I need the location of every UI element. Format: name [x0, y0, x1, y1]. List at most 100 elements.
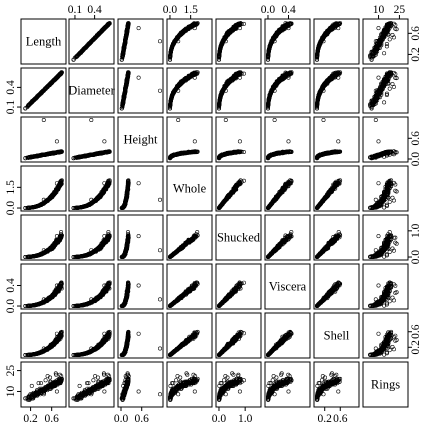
data-point	[95, 33, 100, 38]
panel-height-vs-shucked	[215, 116, 262, 163]
data-point	[376, 26, 381, 31]
data-point	[223, 39, 228, 44]
data-point	[169, 47, 174, 52]
data-point	[184, 27, 189, 32]
panel-diameter-vs-rings	[362, 67, 409, 114]
data-point	[231, 27, 236, 32]
data-point	[382, 51, 387, 56]
panel-frame	[20, 18, 67, 65]
panel-length-vs-whole	[166, 18, 213, 65]
panel-frame	[215, 18, 262, 65]
data-point	[190, 23, 195, 28]
panel-length-vs-length: Length	[20, 18, 67, 65]
data-point	[54, 139, 59, 144]
panel-length-vs-shell	[313, 18, 360, 65]
data-point	[41, 118, 46, 123]
data-point	[238, 21, 243, 26]
panel-diameter-vs-shucked	[215, 67, 262, 114]
panel-frame	[68, 18, 115, 65]
data-point	[74, 55, 79, 60]
data-point	[126, 21, 131, 26]
data-point	[125, 23, 130, 28]
panel-diameter-vs-shell	[313, 67, 360, 114]
data-point	[123, 37, 128, 42]
panel-frame	[264, 18, 311, 65]
data-point	[81, 47, 86, 52]
panel-diameter-vs-viscera	[264, 67, 311, 114]
data-point	[225, 31, 230, 36]
data-point	[183, 28, 188, 33]
data-point	[390, 82, 395, 87]
data-point	[158, 39, 163, 44]
data-point	[125, 27, 130, 32]
data-point	[178, 31, 183, 36]
matrix-panels: LengthDiameterHeightWholeShuckedVisceraS…	[20, 18, 409, 408]
data-point	[120, 55, 125, 60]
data-point	[192, 21, 197, 26]
panel-height-vs-viscera	[264, 116, 311, 163]
variable-label: Height	[123, 133, 158, 147]
data-point	[376, 75, 381, 80]
data-point	[387, 86, 392, 91]
data-point	[168, 52, 173, 57]
data-point	[225, 32, 230, 37]
data-point	[237, 26, 242, 31]
variable-label: Length	[26, 35, 62, 49]
data-point	[120, 52, 125, 57]
data-point	[223, 118, 228, 123]
data-point	[177, 33, 182, 38]
panel-height-vs-length	[20, 116, 67, 163]
data-point	[217, 55, 222, 60]
data-point	[168, 50, 173, 55]
data-point	[91, 37, 96, 42]
data-point	[217, 47, 222, 52]
data-point	[382, 100, 387, 105]
panel-diameter-vs-length	[20, 67, 67, 114]
data-point	[124, 32, 129, 37]
data-point	[86, 41, 91, 46]
data-point	[384, 41, 389, 46]
panel-length-vs-shucked	[215, 18, 262, 65]
data-point	[136, 75, 141, 80]
panel-height-vs-height: Height	[117, 116, 164, 163]
panel-length-vs-rings	[362, 18, 409, 65]
data-point	[80, 48, 85, 53]
data-point	[237, 139, 242, 144]
data-point	[176, 39, 181, 44]
panel-height-vs-diameter	[68, 116, 115, 163]
panel-length-vs-height	[117, 18, 164, 65]
panel-diameter-vs-diameter: Diameter	[68, 67, 116, 114]
data-point	[76, 52, 81, 57]
data-point	[168, 55, 173, 60]
data-point	[121, 47, 126, 52]
data-point	[217, 52, 222, 57]
data-point	[136, 26, 141, 31]
data-point	[192, 26, 197, 31]
data-point	[171, 41, 176, 46]
data-point	[220, 41, 225, 46]
data-point	[84, 44, 89, 49]
data-point	[176, 118, 181, 123]
data-point	[121, 48, 126, 53]
data-point	[178, 32, 183, 37]
data-point	[158, 88, 163, 93]
data-point	[89, 118, 94, 123]
data-point	[230, 28, 235, 33]
panel-diameter-vs-height	[117, 67, 164, 114]
data-point	[97, 31, 102, 36]
data-point	[89, 39, 94, 44]
panel-length-vs-diameter	[68, 18, 115, 65]
variable-label: Diameter	[68, 84, 115, 98]
panel-length-vs-viscera	[264, 18, 311, 65]
data-point	[123, 41, 128, 46]
data-point	[102, 26, 107, 31]
data-point	[387, 37, 392, 42]
data-point	[224, 33, 229, 38]
data-point	[102, 139, 107, 144]
panel-height-vs-whole	[166, 116, 213, 163]
panel-frame	[117, 18, 164, 65]
data-point	[192, 139, 197, 144]
data-point	[104, 23, 109, 28]
data-point	[234, 23, 239, 28]
